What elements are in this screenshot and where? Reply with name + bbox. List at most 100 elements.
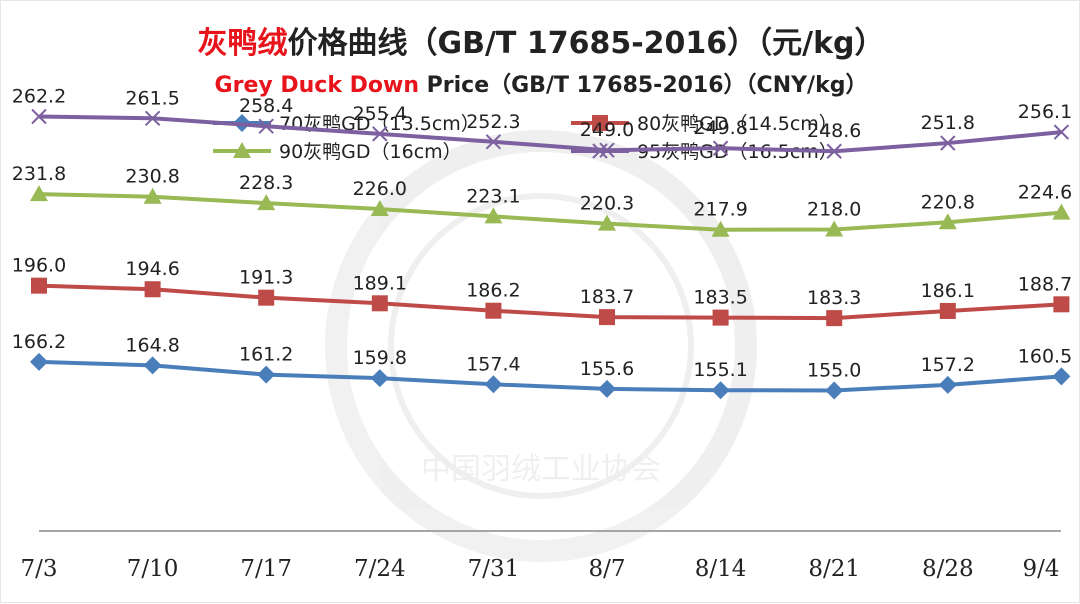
data-label: 189.1 — [353, 272, 407, 294]
series-line — [38, 192, 1062, 232]
data-point — [370, 369, 389, 388]
data-label: 224.6 — [1018, 182, 1072, 204]
data-point — [31, 108, 47, 125]
data-label: 248.6 — [807, 120, 861, 142]
data-label: 256.1 — [1018, 101, 1072, 123]
series-3: 231.8 230.8 228.3 226.0 223.1 220.3 217.9 218.0… — [12, 163, 1072, 237]
data-point — [712, 309, 729, 326]
data-label: 258.4 — [239, 95, 293, 117]
data-label: 183.5 — [693, 287, 747, 309]
data-point — [826, 143, 842, 159]
data-point — [1053, 296, 1070, 313]
data-point — [370, 200, 389, 216]
data-label: 166.2 — [12, 331, 66, 353]
data-label: 186.1 — [921, 280, 975, 302]
data-label: 155.1 — [693, 359, 747, 381]
data-label: 249.8 — [693, 117, 747, 139]
data-label: 230.8 — [125, 166, 179, 188]
data-label: 194.6 — [125, 258, 179, 280]
series-line — [38, 283, 1062, 321]
data-point — [485, 302, 502, 319]
data-point — [485, 134, 502, 150]
data-label: 220.3 — [580, 193, 634, 215]
legend-entry: 80灰鸭GD（14.5cm） — [571, 113, 838, 135]
data-point — [598, 214, 616, 231]
data-label: 249.0 — [580, 119, 634, 141]
series-line — [38, 114, 1062, 154]
data-label: 255.4 — [353, 103, 407, 125]
series-4: 262.2 261.5 258.4 255.4 252.3 249.0 249.8 248.6… — [12, 85, 1072, 159]
data-label: 155.0 — [807, 359, 861, 381]
data-label: 261.5 — [125, 87, 179, 109]
data-label: 196.0 — [12, 255, 66, 277]
data-point — [711, 381, 730, 400]
data-point — [826, 310, 843, 327]
data-label: 157.2 — [921, 354, 975, 376]
data-label: 228.3 — [239, 172, 293, 194]
data-label: 157.4 — [466, 353, 520, 375]
data-label: 218.0 — [807, 198, 861, 220]
data-label: 186.2 — [466, 280, 520, 302]
data-point — [258, 118, 274, 134]
x-tick-label: 8/7 — [588, 556, 625, 582]
data-label: 191.3 — [239, 267, 293, 289]
data-label: 262.2 — [12, 85, 66, 107]
x-tick-label: 7/24 — [354, 556, 406, 582]
x-tick-label: 7/17 — [240, 556, 292, 582]
x-tick-label: 7/3 — [20, 556, 57, 582]
data-label: 251.8 — [921, 112, 975, 134]
data-point — [30, 352, 48, 371]
data-label: 183.7 — [580, 286, 634, 308]
legend-marker — [233, 142, 251, 158]
data-point — [711, 220, 730, 237]
data-point — [598, 379, 616, 398]
data-point — [257, 194, 276, 211]
data-point — [938, 213, 957, 230]
data-label: 164.8 — [125, 334, 179, 356]
x-tick-label: 8/14 — [695, 556, 747, 582]
chart-title-highlight: 灰鸭绒 — [197, 26, 287, 61]
data-label: 252.3 — [466, 111, 520, 133]
series-2: 196.0 194.6 191.3 189.1 186.2 183.7 183.5 183.3… — [12, 255, 1072, 327]
data-point — [484, 375, 503, 394]
x-axis-ticks: 7/3 7/10 7/17 7/24 7/31 8/7 8/14 8/21 8/28 9/4 — [20, 556, 1059, 582]
legend-label: 95灰鸭GD（16.5cm） — [637, 141, 838, 163]
data-point — [144, 281, 161, 298]
legend-entry: 90灰鸭GD（16cm） — [213, 141, 462, 163]
data-point — [1052, 203, 1071, 220]
data-label: 155.6 — [580, 358, 634, 380]
legend: 70灰鸭GD（13.5cm） 80灰鸭GD（14.5cm）90灰鸭GD（16cm）… — [213, 113, 838, 163]
x-tick-label: 8/21 — [808, 556, 860, 582]
data-point — [599, 309, 615, 326]
data-point — [31, 277, 47, 294]
data-label: 160.5 — [1018, 345, 1072, 367]
data-point — [372, 126, 388, 142]
plot-area: 166.2 164.8 161.2 159.8 157.4 155.6 155.1 155.0… — [12, 85, 1072, 400]
data-label: 217.9 — [693, 199, 747, 221]
data-point — [143, 187, 162, 204]
data-label: 231.8 — [12, 163, 66, 185]
series-1: 166.2 164.8 161.2 159.8 157.4 155.6 155.1 155.0… — [12, 331, 1072, 400]
data-label: 159.8 — [353, 347, 407, 369]
data-point — [1052, 367, 1071, 386]
data-point — [371, 295, 388, 312]
data-point — [143, 356, 162, 375]
data-label: 188.7 — [1018, 273, 1072, 295]
data-point — [144, 110, 161, 126]
data-point — [1053, 124, 1070, 140]
data-label: 161.2 — [239, 344, 293, 366]
data-label: 220.8 — [921, 191, 975, 213]
watermark: 中国羽绒工业协会 — [325, 130, 757, 562]
data-point — [939, 302, 956, 319]
chart-subtitle-highlight: Grey Duck Down — [215, 73, 419, 98]
data-point — [258, 289, 275, 306]
watermark-text: 中国羽绒工业协会 — [421, 452, 661, 487]
data-point — [599, 142, 615, 158]
data-label: 183.3 — [807, 287, 861, 309]
chart-title: 灰鸭绒价格曲线（GB/T 17685-2016）（元/kg） — [197, 26, 884, 61]
chart-subtitle-rest: Price（GB/T 17685-2016）（CNY/kg） — [419, 73, 867, 98]
data-point — [484, 207, 503, 224]
data-point — [30, 185, 48, 202]
